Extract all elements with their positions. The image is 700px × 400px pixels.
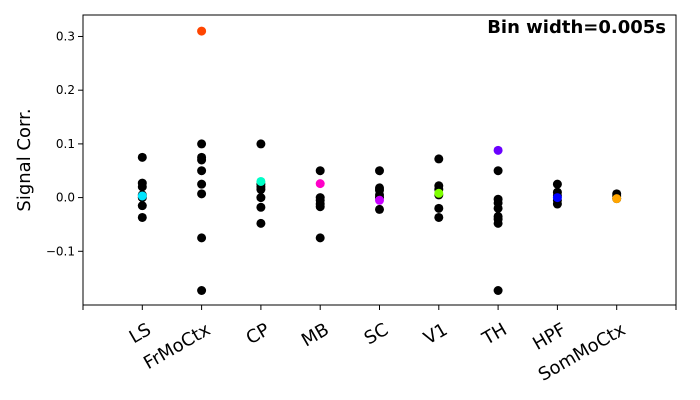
data-point bbox=[256, 139, 266, 149]
data-point bbox=[256, 202, 266, 212]
data-point bbox=[197, 155, 207, 165]
data-point bbox=[197, 166, 207, 176]
y-tick-label: 0.1 bbox=[56, 137, 75, 151]
x-tick-label: V1 bbox=[420, 319, 451, 349]
data-point bbox=[315, 233, 325, 243]
data-point bbox=[552, 179, 562, 189]
highlight-point bbox=[552, 193, 562, 203]
plot-area bbox=[82, 14, 677, 306]
data-point bbox=[493, 286, 503, 295]
data-points bbox=[137, 26, 622, 295]
highlight-point bbox=[256, 176, 266, 186]
y-axis-ticks: −0.1 0.0 0.1 0.2 0.3 bbox=[46, 29, 83, 258]
data-point bbox=[315, 202, 325, 212]
highlight-point bbox=[137, 191, 147, 201]
x-tick-label: FrMoCtx bbox=[140, 319, 214, 374]
data-point bbox=[197, 233, 207, 243]
data-point bbox=[493, 166, 503, 176]
highlight-point bbox=[375, 195, 384, 205]
data-point bbox=[315, 166, 325, 176]
highlight-point bbox=[612, 194, 622, 204]
data-point bbox=[552, 199, 562, 209]
data-point bbox=[137, 152, 147, 162]
bin-width-annotation: Bin width=0.005s bbox=[487, 17, 666, 38]
data-point bbox=[256, 218, 266, 228]
x-tick-label: CP bbox=[243, 319, 274, 349]
data-point bbox=[493, 218, 503, 228]
data-point bbox=[197, 179, 207, 189]
data-point bbox=[493, 203, 503, 213]
y-tick-label: −0.1 bbox=[46, 244, 75, 258]
y-tick-label: 0.0 bbox=[56, 191, 75, 205]
data-point bbox=[375, 204, 384, 214]
highlight-point bbox=[315, 179, 325, 189]
highlight-point bbox=[197, 26, 207, 36]
data-point bbox=[434, 154, 444, 164]
data-point bbox=[137, 182, 147, 192]
y-tick-label: 0.2 bbox=[56, 83, 75, 97]
x-tick-label: SC bbox=[361, 319, 392, 349]
data-point bbox=[137, 201, 147, 211]
highlight-point bbox=[493, 145, 503, 155]
y-tick-label: 0.3 bbox=[56, 29, 75, 43]
data-point bbox=[256, 185, 266, 195]
highlight-point bbox=[434, 188, 444, 198]
data-point bbox=[375, 166, 384, 176]
data-point bbox=[434, 203, 444, 213]
x-tick-label: TH bbox=[478, 319, 511, 350]
data-point bbox=[256, 193, 266, 203]
data-point bbox=[434, 212, 444, 222]
data-point bbox=[197, 139, 207, 149]
data-point bbox=[197, 189, 207, 199]
x-tick-label: HPF bbox=[529, 319, 570, 355]
x-tick-label: LS bbox=[126, 319, 155, 348]
data-point bbox=[137, 212, 147, 222]
data-point bbox=[197, 286, 207, 295]
y-axis-label: Signal Corr. bbox=[14, 108, 35, 211]
x-tick-label: MB bbox=[298, 319, 333, 351]
